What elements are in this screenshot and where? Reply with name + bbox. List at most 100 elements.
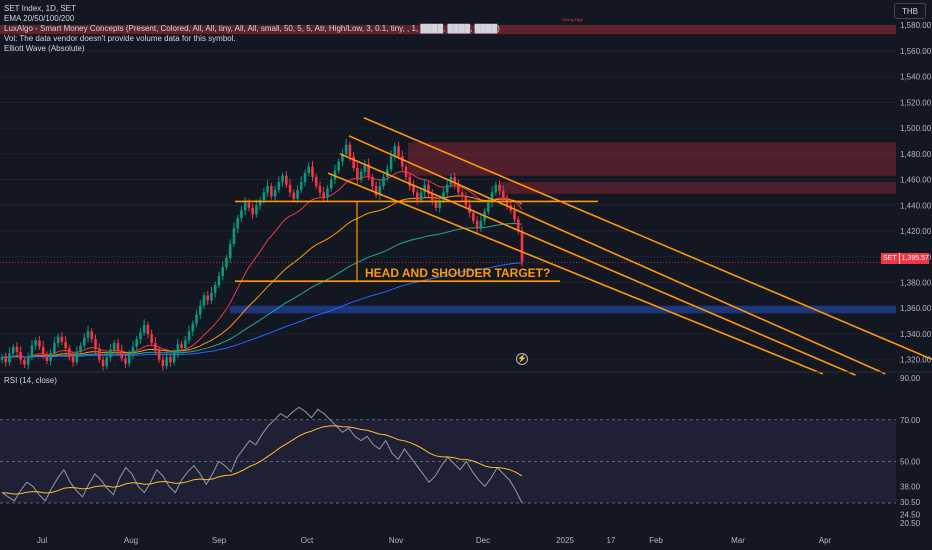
candle-body bbox=[11, 346, 15, 354]
time-axis-label: Dec bbox=[476, 536, 490, 545]
ema-200-line bbox=[1, 262, 522, 358]
trend-channel-line[interactable] bbox=[339, 153, 856, 376]
candle-body bbox=[389, 156, 393, 170]
price-axis-label: 1,580.00 bbox=[900, 21, 932, 30]
candle-body bbox=[296, 189, 299, 199]
legend-symbol[interactable]: SET Index, 1D, SET bbox=[4, 4, 76, 13]
candle-body bbox=[513, 210, 516, 220]
head-shoulder-annotation: HEAD AND SHOUDER TARGET? bbox=[0, 200, 896, 283]
candle-body bbox=[243, 202, 247, 211]
rsi-ma-line bbox=[1, 425, 523, 495]
time-axis-label: Mar bbox=[731, 536, 745, 545]
price-axis-label: 1,520.00 bbox=[900, 98, 932, 107]
candle-body bbox=[240, 210, 243, 219]
candle-body bbox=[154, 342, 157, 351]
candle-body bbox=[314, 176, 318, 186]
candle-body bbox=[90, 331, 94, 340]
ema-100-line bbox=[1, 222, 523, 358]
candle-body bbox=[475, 220, 479, 229]
time-axis-label: Apr bbox=[819, 536, 832, 545]
time-axis-label: Feb bbox=[649, 536, 663, 545]
price-axis-label: 1,380.00 bbox=[900, 279, 932, 288]
price-axis-label: 1,480.00 bbox=[900, 150, 932, 159]
candle-body bbox=[337, 161, 340, 171]
legend-volume[interactable]: Vol: The data vendor doesn't provide vol… bbox=[4, 34, 236, 43]
currency-button[interactable]: THB bbox=[894, 3, 926, 19]
time-axis-label: 2025 bbox=[556, 536, 574, 545]
candle-body bbox=[15, 346, 19, 352]
candle-body bbox=[53, 342, 56, 354]
demand-zone bbox=[230, 305, 896, 314]
candle-body bbox=[262, 192, 266, 201]
trend-channel-lines bbox=[327, 117, 932, 376]
rsi-band bbox=[0, 419, 896, 504]
candle-body bbox=[26, 357, 30, 365]
candle-body bbox=[236, 218, 239, 229]
candle-body bbox=[247, 202, 251, 208]
lightning-icon[interactable]: ⚡ bbox=[516, 353, 528, 365]
axes: 1,580.00 1,560.00 1,540.00 1,520.00 1,500.00… bbox=[0, 21, 932, 545]
time-axis-label: Oct bbox=[301, 536, 314, 545]
candle-body bbox=[184, 340, 187, 349]
candle-body bbox=[498, 184, 501, 192]
candle-body bbox=[71, 357, 75, 363]
candle-body bbox=[344, 144, 348, 154]
candle-body bbox=[225, 258, 228, 268]
candle-body bbox=[404, 166, 408, 177]
candle-body bbox=[195, 314, 198, 324]
candle-body bbox=[371, 176, 374, 186]
candle-body bbox=[228, 243, 232, 259]
price-axis-label: 1,440.00 bbox=[900, 201, 932, 210]
candle-body bbox=[217, 276, 221, 286]
trend-channel-line[interactable] bbox=[348, 135, 886, 375]
candle-body bbox=[109, 349, 112, 358]
price-axis-label: 1,320.00 bbox=[900, 356, 932, 365]
candle-body bbox=[288, 184, 292, 193]
rsi-legend[interactable]: RSI (14, close) bbox=[4, 376, 57, 385]
candle-body bbox=[97, 349, 101, 360]
rsi-axis-label: 70.00 bbox=[900, 416, 921, 425]
legend-elliott[interactable]: Elliott Wave (Absolute) bbox=[4, 44, 85, 53]
candle-body bbox=[169, 357, 172, 363]
candle-body bbox=[408, 176, 412, 186]
candle-body bbox=[322, 192, 326, 198]
time-axis-label: 17 bbox=[607, 536, 616, 545]
candle-body bbox=[4, 357, 8, 363]
candle-body bbox=[45, 354, 49, 361]
candle-body bbox=[367, 164, 370, 177]
candle-body bbox=[326, 188, 329, 198]
candle-body bbox=[127, 354, 131, 364]
candle-body bbox=[281, 175, 284, 183]
trend-channel-line[interactable] bbox=[363, 117, 932, 362]
candle-body bbox=[139, 332, 142, 340]
price-axis-label: 1,340.00 bbox=[900, 330, 932, 339]
candle-body bbox=[352, 156, 355, 168]
candle-body bbox=[374, 185, 378, 195]
candle-body bbox=[427, 184, 430, 194]
candle-body bbox=[299, 182, 303, 190]
candle-body bbox=[516, 219, 520, 232]
candle-body bbox=[41, 346, 45, 355]
candle-body bbox=[124, 358, 127, 364]
price-axis-label: 1,540.00 bbox=[900, 73, 932, 82]
candle-body bbox=[453, 176, 456, 185]
candle-body bbox=[520, 231, 524, 262]
time-axis-label: Sep bbox=[212, 536, 227, 545]
supply-zone bbox=[500, 182, 896, 194]
trend-channel-line[interactable] bbox=[327, 172, 824, 375]
candle-body bbox=[146, 324, 150, 334]
candle-body bbox=[445, 184, 449, 193]
legend-ema[interactable]: EMA 20/50/100/200 bbox=[4, 14, 75, 23]
candle-body bbox=[442, 192, 445, 201]
candle-body bbox=[112, 342, 116, 350]
price-axis-label: 1,420.00 bbox=[900, 227, 932, 236]
ema-50-line bbox=[1, 195, 523, 358]
legend-smc[interactable]: LuxAlgo - Smart Money Concepts (Present,… bbox=[4, 24, 500, 33]
ema-20-line bbox=[1, 171, 523, 359]
candle-body bbox=[457, 184, 460, 193]
candle-body bbox=[213, 285, 217, 293]
candle-body bbox=[393, 146, 397, 157]
candle-body bbox=[56, 336, 60, 343]
candle-body bbox=[438, 200, 441, 208]
